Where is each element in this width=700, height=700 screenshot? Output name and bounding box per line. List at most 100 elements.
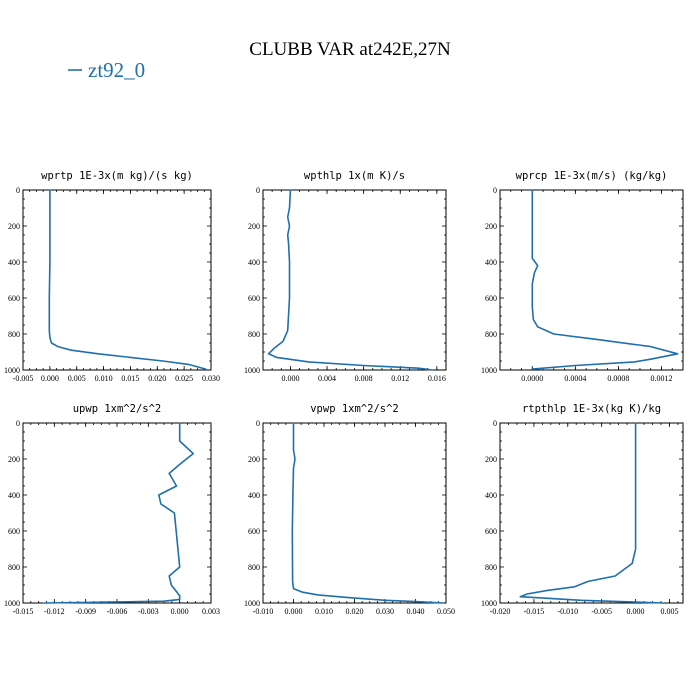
x-tick-label: 0.020 — [346, 607, 364, 616]
y-tick-label: 1000 — [4, 366, 20, 375]
legend: zt92_0 — [68, 58, 145, 82]
panel-5: vpwp 1xm^2/s^2 0 200 400 600 800 1000-0.010 0.0… — [244, 403, 455, 616]
y-tick-label: 1000 — [244, 366, 260, 375]
plot-frame — [499, 189, 684, 371]
y-tick-label: 800 — [248, 330, 260, 339]
x-tick-label: -0.015 — [13, 607, 34, 616]
panel-title: wpthlp 1x(m K)/s — [304, 170, 405, 182]
y-tick-label: 400 — [248, 491, 260, 500]
y-tick-label: 600 — [8, 527, 20, 536]
x-tick-label: 0.000 — [281, 374, 299, 383]
series-line-1 — [531, 189, 679, 370]
x-tick-label: 0.030 — [376, 607, 394, 616]
y-tick-label: 600 — [8, 294, 20, 303]
y-tick-label: 400 — [8, 258, 20, 267]
y-tick-label: 0 — [493, 419, 497, 428]
y-tick-label: 200 — [8, 455, 20, 464]
x-tick-label: 0.010 — [315, 607, 333, 616]
y-tick-label: 400 — [485, 258, 497, 267]
x-tick-label: 0.010 — [95, 374, 113, 383]
x-tick-label: 0.003 — [202, 607, 220, 616]
x-tick-label: -0.005 — [13, 374, 34, 383]
x-tick-label: 0.0008 — [607, 374, 629, 383]
y-tick-label: 800 — [8, 330, 20, 339]
series-line-1 — [519, 422, 664, 604]
plot-frame — [22, 422, 212, 604]
legend-label: zt92_0 — [88, 58, 145, 82]
panels: wprtp 1E-3x(m kg)/(s kg) 0 200 400 600 800 100… — [4, 170, 684, 616]
panel-6: rtpthlp 1E-3x(kg K)/kg02004006008001000-… — [481, 403, 684, 616]
y-tick-label: 600 — [485, 527, 497, 536]
y-tick-label: 200 — [8, 222, 20, 231]
x-tick-label: -0.010 — [557, 607, 578, 616]
panel-title: wprcp 1E-3x(m/s) (kg/kg) — [516, 170, 668, 182]
x-tick-label: -0.020 — [490, 607, 511, 616]
figure-title: CLUBB VAR at242E,27N — [249, 39, 451, 60]
y-tick-label: 400 — [485, 491, 497, 500]
y-tick-label: 600 — [485, 294, 497, 303]
x-tick-label: 0.000 — [171, 607, 189, 616]
x-tick-label: 0.004 — [318, 374, 336, 383]
y-tick-label: 600 — [248, 527, 260, 536]
panel-2: wpthlp 1x(m K)/s 0 200 400 600 800 1000 0.000 0.… — [244, 170, 447, 383]
y-tick-label: 400 — [248, 258, 260, 267]
series-line-1 — [48, 189, 207, 370]
x-tick-label: 0.012 — [391, 374, 409, 383]
y-tick-label: 800 — [248, 563, 260, 572]
y-tick-label: 0 — [493, 186, 497, 195]
plot-frame — [262, 422, 447, 604]
x-tick-label: -0.006 — [107, 607, 128, 616]
y-tick-label: 200 — [485, 222, 497, 231]
x-tick-label: 0.040 — [407, 607, 425, 616]
x-tick-label: -0.005 — [591, 607, 612, 616]
x-tick-label: -0.009 — [75, 607, 96, 616]
y-tick-label: 200 — [248, 222, 260, 231]
panel-1: wprtp 1E-3x(m kg)/(s kg) 0 200 400 600 800 100… — [4, 170, 220, 383]
x-tick-label: 0.020 — [148, 374, 166, 383]
panel-title: upwp 1xm^2/s^2 — [73, 403, 162, 415]
y-tick-label: 1000 — [481, 366, 497, 375]
y-tick-label: 400 — [8, 491, 20, 500]
y-tick-label: 800 — [8, 563, 20, 572]
y-tick-label: 200 — [485, 455, 497, 464]
panel-title: rtpthlp 1E-3x(kg K)/kg — [522, 403, 661, 415]
x-tick-label: 0.030 — [202, 374, 220, 383]
x-tick-label: 0.008 — [355, 374, 373, 383]
series-line-1 — [291, 422, 444, 604]
y-tick-label: 200 — [248, 455, 260, 464]
panel-title: vpwp 1xm^2/s^2 — [310, 403, 399, 415]
y-tick-label: 600 — [248, 294, 260, 303]
x-tick-label: -0.003 — [138, 607, 159, 616]
x-tick-label: -0.015 — [524, 607, 545, 616]
x-tick-label: 0.050 — [437, 607, 455, 616]
panel-title: wprtp 1E-3x(m kg)/(s kg) — [41, 170, 193, 182]
y-tick-label: 0 — [16, 419, 20, 428]
x-tick-label: 0.016 — [428, 374, 446, 383]
x-tick-label: 0.0000 — [521, 374, 543, 383]
x-tick-label: 0.015 — [121, 374, 139, 383]
y-tick-label: 0 — [256, 186, 260, 195]
y-tick-label: 800 — [485, 330, 497, 339]
x-tick-label: 0.000 — [285, 607, 303, 616]
y-tick-label: 800 — [485, 563, 497, 572]
x-tick-label: -0.010 — [253, 607, 274, 616]
y-tick-label: 1000 — [244, 599, 260, 608]
x-tick-label: 0.0004 — [564, 374, 586, 383]
x-tick-label: 0.005 — [660, 607, 678, 616]
series-line-1 — [267, 189, 434, 371]
x-tick-label: 0.005 — [68, 374, 86, 383]
plot-frame — [499, 422, 684, 604]
panel-4: upwp 1xm^2/s^2 0 200 400 600 800 1000-0.015 -0.… — [4, 403, 220, 616]
y-tick-label: 0 — [256, 419, 260, 428]
panel-3: wprcp 1E-3x(m/s) (kg/kg) 0 200 400 600 800 100… — [481, 170, 684, 383]
y-tick-label: 1000 — [481, 599, 497, 608]
x-tick-label: -0.012 — [44, 607, 65, 616]
x-tick-label: 0.000 — [41, 374, 59, 383]
series-line-1 — [43, 422, 194, 604]
y-tick-label: 0 — [16, 186, 20, 195]
x-tick-label: 0.000 — [627, 607, 645, 616]
y-tick-label: 1000 — [4, 599, 20, 608]
x-tick-label: 0.0012 — [650, 374, 672, 383]
plot-frame — [262, 189, 447, 371]
